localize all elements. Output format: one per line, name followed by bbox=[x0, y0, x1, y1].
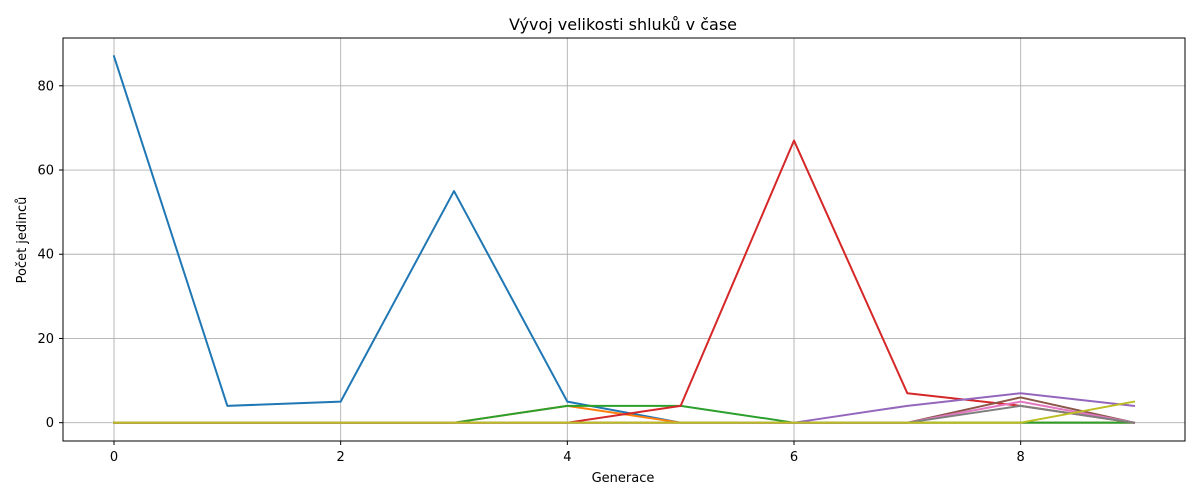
x-tick-label: 0 bbox=[110, 450, 118, 465]
y-tick-label: 40 bbox=[37, 248, 54, 263]
series-line-9 bbox=[113, 400, 1136, 424]
y-tick-label: 80 bbox=[37, 79, 54, 94]
x-tick-label: 4 bbox=[563, 450, 571, 465]
x-axis-label: Generace bbox=[592, 471, 655, 486]
series-line-5 bbox=[113, 392, 1136, 424]
y-tick-label: 20 bbox=[37, 332, 54, 347]
x-tick-label: 8 bbox=[1017, 450, 1025, 465]
series-lines bbox=[112, 55, 1136, 424]
x-tick-label: 2 bbox=[337, 450, 345, 465]
plot-frame bbox=[62, 37, 1186, 442]
series-line-4 bbox=[113, 139, 1136, 424]
chart-title: Vývoj velikosti shluků v čase bbox=[509, 15, 737, 34]
grid bbox=[63, 38, 1185, 441]
y-axis-label: Počet jedinců bbox=[15, 197, 30, 284]
series-line-1 bbox=[112, 55, 1135, 424]
x-tick-label: 6 bbox=[790, 450, 798, 465]
y-tick-label: 0 bbox=[46, 416, 54, 431]
y-tick-label: 60 bbox=[37, 164, 54, 179]
